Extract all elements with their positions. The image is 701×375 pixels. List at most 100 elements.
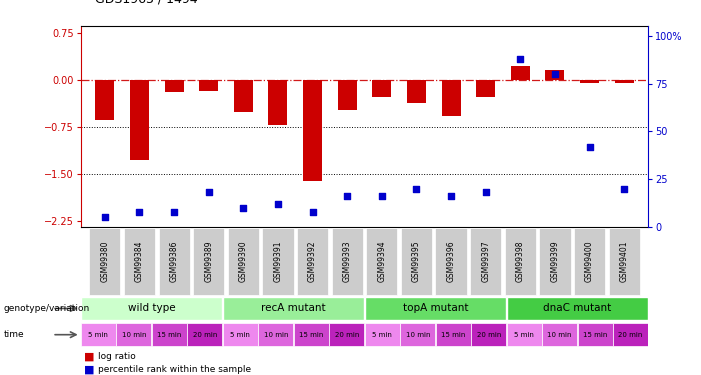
FancyBboxPatch shape <box>436 324 470 346</box>
FancyBboxPatch shape <box>365 297 505 320</box>
Text: 10 min: 10 min <box>121 332 146 338</box>
Text: 10 min: 10 min <box>264 332 288 338</box>
Text: GSM99399: GSM99399 <box>550 241 559 282</box>
Bar <box>199 80 218 91</box>
Point <box>480 189 491 195</box>
Bar <box>130 80 149 160</box>
FancyBboxPatch shape <box>505 228 536 295</box>
Bar <box>580 80 599 82</box>
Point <box>100 214 111 220</box>
Text: 15 min: 15 min <box>441 332 465 338</box>
FancyBboxPatch shape <box>297 228 328 295</box>
FancyBboxPatch shape <box>401 228 432 295</box>
Text: GSM99386: GSM99386 <box>170 241 179 282</box>
Text: GSM99401: GSM99401 <box>620 241 629 282</box>
FancyBboxPatch shape <box>366 228 397 295</box>
Text: 15 min: 15 min <box>299 332 323 338</box>
Text: 10 min: 10 min <box>405 332 430 338</box>
Text: dnaC mutant: dnaC mutant <box>543 303 611 313</box>
Text: 5 min: 5 min <box>515 332 534 338</box>
Text: recA mutant: recA mutant <box>261 303 326 313</box>
FancyBboxPatch shape <box>81 324 116 346</box>
FancyBboxPatch shape <box>228 228 259 295</box>
FancyBboxPatch shape <box>158 228 190 295</box>
Text: GSM99390: GSM99390 <box>239 241 248 282</box>
FancyBboxPatch shape <box>539 228 571 295</box>
Point <box>273 201 284 207</box>
FancyBboxPatch shape <box>470 228 501 295</box>
FancyBboxPatch shape <box>89 228 121 295</box>
FancyBboxPatch shape <box>224 297 364 320</box>
FancyBboxPatch shape <box>294 324 329 346</box>
Text: GDS1963 / 1494: GDS1963 / 1494 <box>95 0 197 6</box>
Bar <box>615 80 634 83</box>
FancyBboxPatch shape <box>124 228 155 295</box>
Bar <box>407 80 426 104</box>
Bar <box>476 80 495 97</box>
Text: GSM99395: GSM99395 <box>412 241 421 282</box>
FancyBboxPatch shape <box>507 324 542 346</box>
Text: GSM99400: GSM99400 <box>585 241 594 282</box>
Bar <box>95 80 114 120</box>
Text: GSM99392: GSM99392 <box>308 241 317 282</box>
Bar <box>372 80 391 97</box>
FancyBboxPatch shape <box>400 324 435 346</box>
Text: GSM99394: GSM99394 <box>377 241 386 282</box>
FancyBboxPatch shape <box>578 324 613 346</box>
Text: GSM99391: GSM99391 <box>273 241 283 282</box>
FancyBboxPatch shape <box>262 228 294 295</box>
Bar <box>165 80 184 92</box>
Bar <box>545 69 564 80</box>
FancyBboxPatch shape <box>193 228 224 295</box>
FancyBboxPatch shape <box>508 297 648 320</box>
FancyBboxPatch shape <box>332 228 363 295</box>
Text: genotype/variation: genotype/variation <box>4 304 90 313</box>
Text: 15 min: 15 min <box>583 332 607 338</box>
Point <box>584 144 595 150</box>
Point <box>618 186 629 192</box>
FancyBboxPatch shape <box>543 324 577 346</box>
Text: 5 min: 5 min <box>372 332 392 338</box>
Text: GSM99389: GSM99389 <box>204 241 213 282</box>
FancyBboxPatch shape <box>365 324 400 346</box>
Text: 5 min: 5 min <box>231 332 250 338</box>
Point <box>376 193 388 199</box>
Text: 20 min: 20 min <box>477 332 501 338</box>
Point <box>411 186 422 192</box>
Text: percentile rank within the sample: percentile rank within the sample <box>98 365 251 374</box>
Bar <box>511 66 530 80</box>
FancyBboxPatch shape <box>223 324 258 346</box>
Text: wild type: wild type <box>128 303 175 313</box>
Text: time: time <box>4 330 24 339</box>
Point <box>307 209 318 214</box>
FancyBboxPatch shape <box>329 324 364 346</box>
Point <box>168 209 179 214</box>
FancyBboxPatch shape <box>608 228 640 295</box>
Bar <box>303 80 322 181</box>
Text: topA mutant: topA mutant <box>403 303 468 313</box>
Point <box>341 193 353 199</box>
Point <box>445 193 456 199</box>
Text: 15 min: 15 min <box>157 332 182 338</box>
Text: GSM99384: GSM99384 <box>135 241 144 282</box>
Point <box>550 71 561 77</box>
FancyBboxPatch shape <box>435 228 467 295</box>
Text: ■: ■ <box>84 364 95 374</box>
Text: log ratio: log ratio <box>98 352 136 361</box>
FancyBboxPatch shape <box>116 324 151 346</box>
FancyBboxPatch shape <box>259 324 293 346</box>
FancyBboxPatch shape <box>152 324 186 346</box>
Bar <box>234 80 253 112</box>
Point <box>238 205 249 211</box>
Text: 20 min: 20 min <box>334 332 359 338</box>
Text: GSM99380: GSM99380 <box>100 241 109 282</box>
FancyBboxPatch shape <box>81 297 222 320</box>
Text: 20 min: 20 min <box>193 332 217 338</box>
Text: 20 min: 20 min <box>618 332 643 338</box>
Text: GSM99397: GSM99397 <box>481 241 490 282</box>
FancyBboxPatch shape <box>471 324 506 346</box>
Text: GSM99396: GSM99396 <box>447 241 456 282</box>
Text: GSM99398: GSM99398 <box>516 241 525 282</box>
Bar <box>338 80 357 110</box>
FancyBboxPatch shape <box>187 324 222 346</box>
